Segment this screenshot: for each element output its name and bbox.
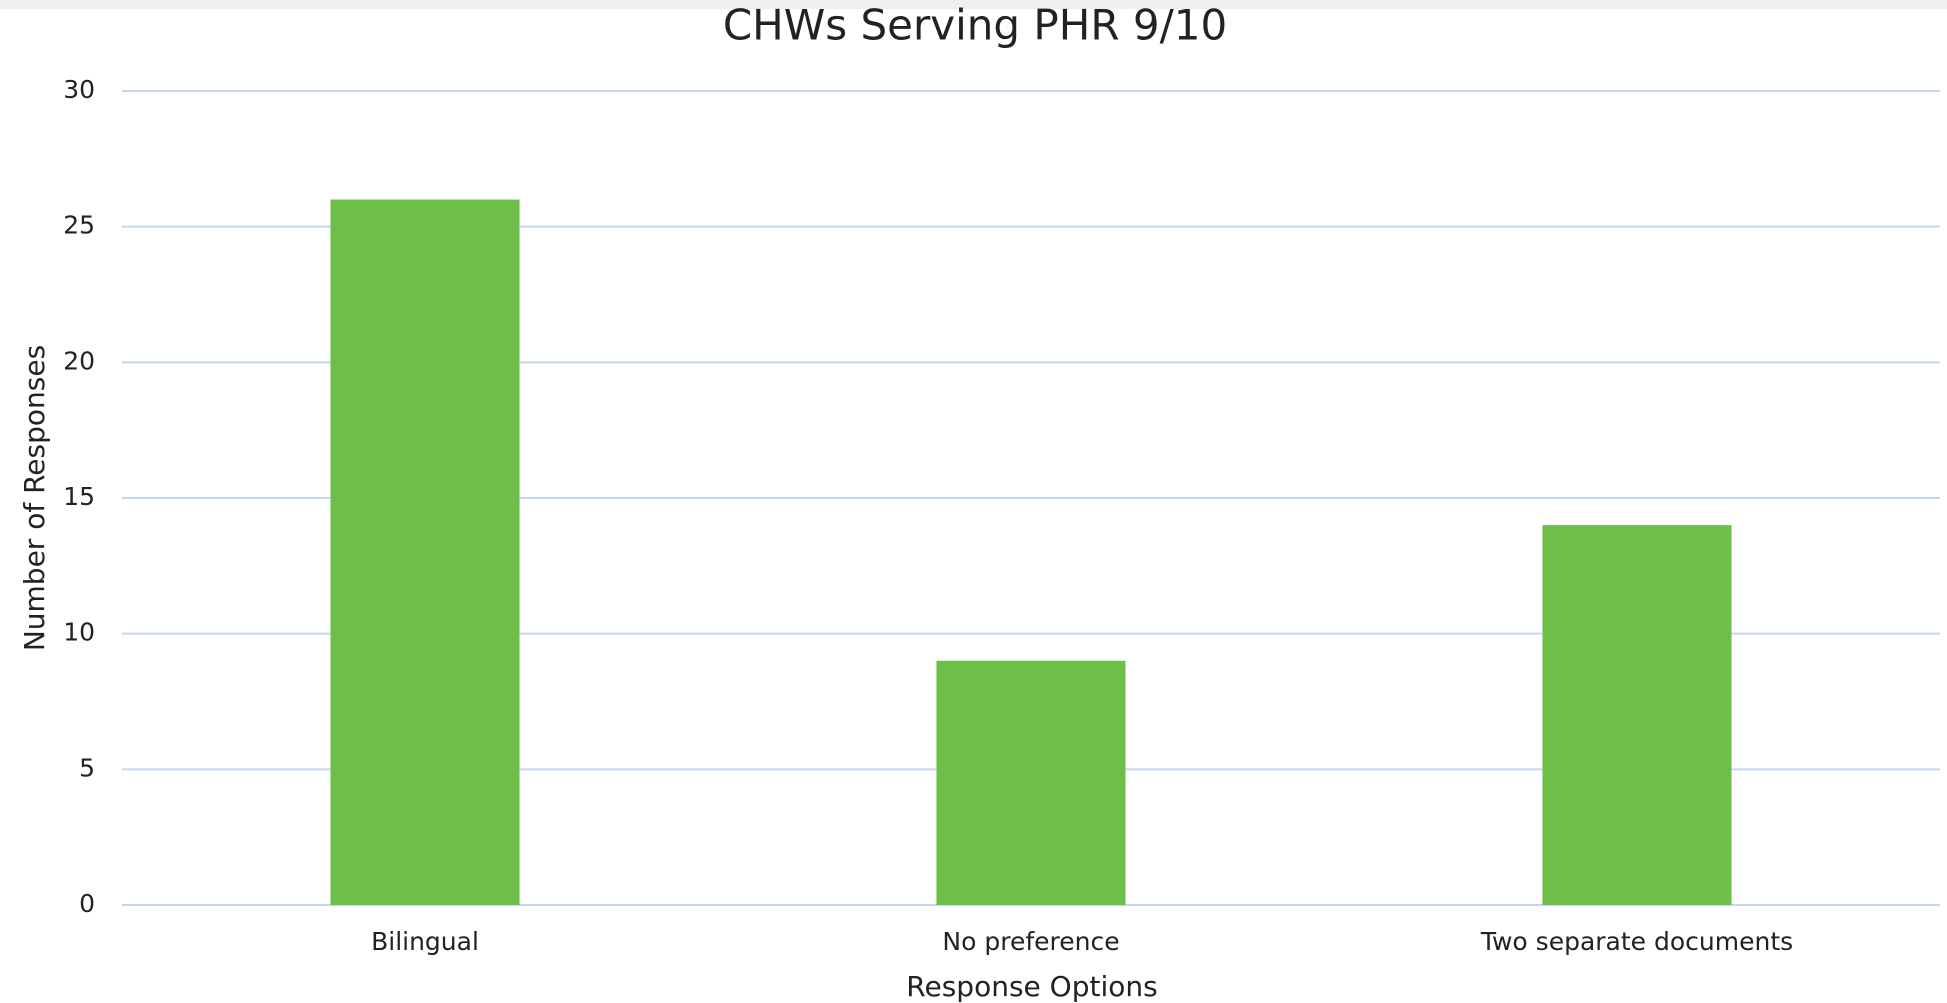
bar	[330, 199, 520, 906]
x-tick-label: Bilingual	[371, 927, 479, 956]
y-tick-label: 15	[63, 482, 95, 511]
y-tick-label: 20	[63, 346, 95, 375]
chart-title: CHWs Serving PHR 9/10	[723, 1, 1227, 50]
x-tick-label: No preference	[942, 927, 1119, 956]
y-axis-title: Number of Responses	[18, 345, 51, 651]
y-tick-label: 25	[63, 211, 95, 240]
y-tick-label: 10	[63, 618, 95, 647]
y-tick-label: 5	[79, 753, 95, 782]
top-strip	[0, 0, 1947, 9]
bar	[936, 660, 1126, 905]
bar	[1542, 525, 1732, 905]
y-tick-label: 30	[63, 75, 95, 104]
x-tick-label: Two separate documents	[1480, 927, 1793, 956]
y-tick-label: 0	[79, 889, 95, 918]
x-axis-title: Response Options	[906, 970, 1157, 1003]
